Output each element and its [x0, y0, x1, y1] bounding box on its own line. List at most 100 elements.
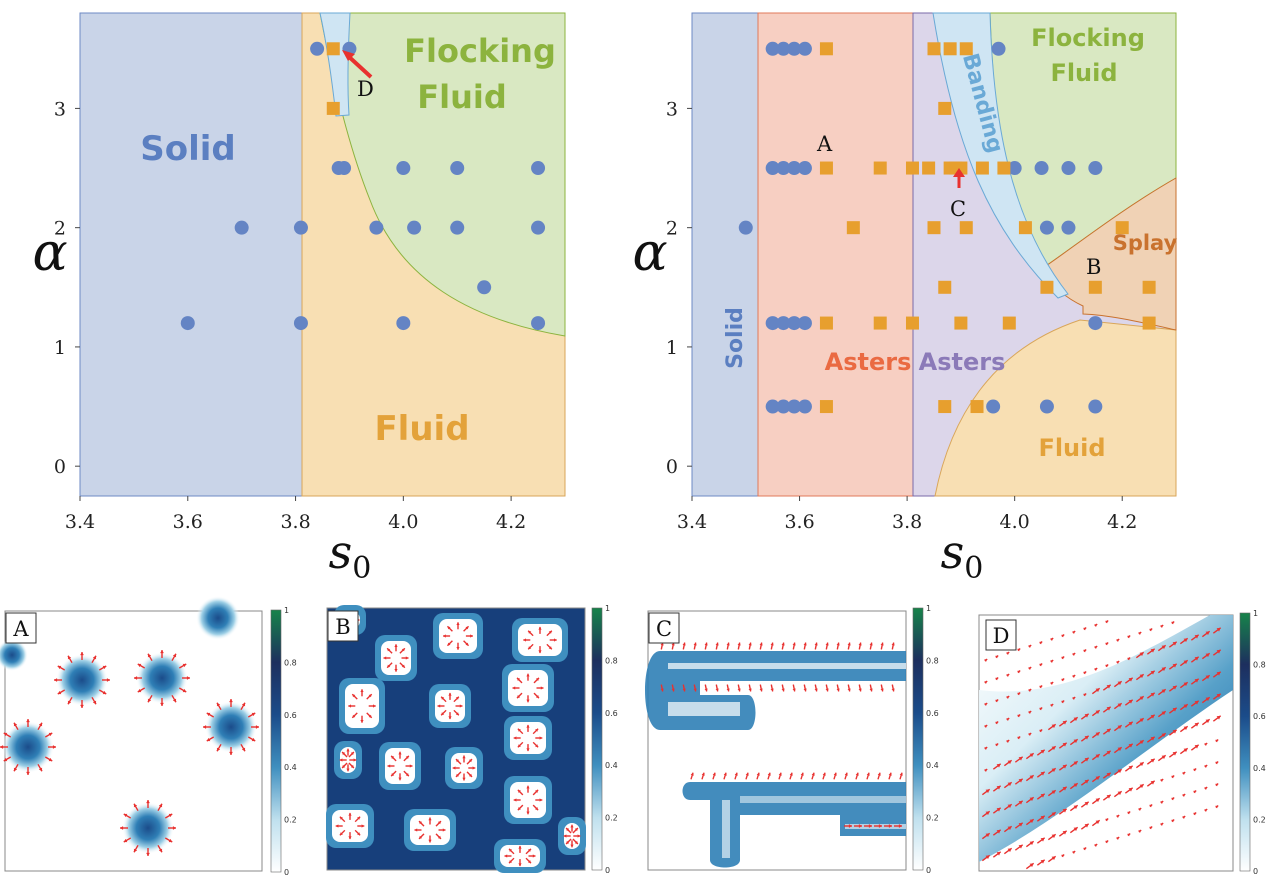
- band-arrow-c2-816: [814, 684, 818, 692]
- hole-arrow-b-11-5: [418, 820, 425, 827]
- flock-arrow-d-4-16: [1157, 688, 1167, 696]
- flock-arrow-d-2-9: [1083, 671, 1087, 675]
- hole-arrow-b-5-4: [437, 704, 445, 708]
- hole-arrow-b-7-1: [403, 770, 410, 777]
- hole-arrow-b-12-1: [532, 804, 539, 811]
- hole-arrow-b-11-2: [428, 835, 432, 843]
- flock-arrow-d-6-0: [981, 788, 991, 796]
- region-solid: [79, 12, 303, 497]
- aster-arrow-a-4-2: [157, 844, 163, 853]
- hole-arrow-b-13-1: [525, 857, 532, 864]
- flock-arrow-d-7-20: [1204, 742, 1208, 746]
- aster-arrow-a-0-10: [91, 655, 97, 664]
- flock-arrow-d-2-14: [1135, 651, 1145, 659]
- band-arrow-c3-890: [888, 772, 892, 780]
- aster-arrow-a-2-4: [13, 763, 19, 772]
- band-arrow-c2-695: [693, 684, 697, 692]
- circle-point-right-6: [776, 161, 791, 176]
- flock-arrow-d-8-0: [981, 832, 991, 840]
- arrow-to-d: [345, 53, 373, 79]
- label-asters-red: Asters: [825, 348, 912, 376]
- circle-point-left-11: [369, 220, 384, 235]
- hole-arrow-b-10-2: [348, 832, 352, 840]
- band-arrow-c3-692: [690, 772, 694, 780]
- hole-arrow-b-12-7: [532, 789, 539, 796]
- band-arrow-c3-725: [723, 772, 727, 780]
- hole-arrow-b-6-2: [526, 695, 530, 703]
- band-arrow-c2-882: [880, 684, 884, 692]
- aster-arrow-a-0-8: [67, 655, 73, 664]
- hole-arrow-b-5-0: [455, 704, 463, 708]
- aster-arrow-a-1-7: [137, 663, 146, 669]
- flock-arrow-d-6-16: [1157, 732, 1167, 740]
- flock-arrow-d-8-7: [1058, 808, 1068, 815]
- flock-arrow-d-9-20: [1204, 786, 1208, 790]
- band-arrow-c2-761: [759, 684, 763, 692]
- flock-arrow-d-8-9: [1080, 801, 1090, 808]
- circle-point-right-1: [765, 41, 780, 56]
- flock-arrow-d-4-2: [1006, 739, 1010, 743]
- flock-arrow-d-4-0: [984, 746, 988, 750]
- aster-arrow-a-2-8: [13, 722, 19, 731]
- flock-arrow-d-7-10: [1091, 775, 1101, 783]
- vector-field-a: [0, 650, 259, 856]
- flock-arrow-d-7-15: [1146, 758, 1156, 765]
- hole-arrow-b-0-2: [394, 664, 398, 672]
- label-solid: Solid: [140, 129, 236, 169]
- vector-field-c: [660, 642, 903, 828]
- colorbar-tick-cbB-2: 0.6: [605, 709, 618, 718]
- circle-point-left-16: [396, 316, 411, 331]
- band-arrow-c4-878: [874, 824, 882, 828]
- aster-arrow-a-2-9: [26, 719, 30, 727]
- flock-arrow-d-7-3: [1014, 800, 1024, 807]
- flock-arrow-d-3-8: [1072, 696, 1076, 700]
- aster-arrow-a-0-2: [91, 696, 97, 705]
- circle-point-right-24: [986, 399, 1001, 414]
- flock-arrow-d-4-8: [1069, 716, 1079, 724]
- circle-point-right-15: [787, 399, 802, 414]
- flock-arrow-d-3-21: [1212, 649, 1222, 656]
- hole-arrow-b-13-5: [508, 848, 515, 855]
- flock-arrow-d-10-9: [1083, 847, 1087, 851]
- square-point-right-24: [873, 316, 887, 330]
- flock-arrow-d-6-20: [1201, 718, 1211, 726]
- axes-right: 3.4 3.6 3.8 4.0 4.2 0 1 2 3: [666, 98, 1137, 533]
- aster-arrow-a-2-1: [44, 756, 53, 762]
- square-point-right-5: [819, 161, 833, 175]
- hole-arrow-b-6-1: [533, 692, 540, 699]
- circle-point-right-9: [765, 316, 780, 331]
- flock-arrow-d-6-14: [1135, 739, 1145, 747]
- aster-arrow-a-2-5: [3, 756, 12, 762]
- band-arrow-c3-703: [701, 772, 705, 780]
- flock-arrow-d-0-9: [1083, 627, 1087, 631]
- colorbar-tick-cbA-2: 0.6: [284, 711, 297, 720]
- hole-arrow-b-2-3: [527, 643, 534, 650]
- flock-arrow-d-7-21: [1215, 739, 1219, 743]
- hole-arrow-b-10-7: [354, 816, 361, 823]
- aster-arrow-a-1-1: [178, 687, 187, 693]
- flock-arrow-d-5-1: [992, 763, 1002, 770]
- band-arrow-c3-791: [789, 772, 793, 780]
- flock-arrow-d-4-13: [1124, 699, 1134, 706]
- flock-arrow-d-8-5: [1036, 815, 1046, 822]
- x-tick-label-left-2: 3.8: [280, 511, 310, 533]
- square-point-right-7: [905, 161, 919, 175]
- hole-arrow-b-12-6: [526, 785, 530, 793]
- flock-arrow-d-4-18: [1179, 681, 1189, 689]
- band-arrow-c2-706: [704, 684, 708, 692]
- band-arrow-c3-780: [778, 772, 782, 780]
- hole-arrow-b-5-5: [440, 696, 447, 703]
- hole-arrow-b-14-4: [339, 758, 347, 762]
- square-point-right-27: [1002, 316, 1016, 330]
- band-arrow-c2-783: [781, 684, 785, 692]
- flock-arrow-d-8-16: [1160, 778, 1164, 782]
- hole-arrow-b-9-1: [532, 741, 539, 748]
- flock-arrow-d-7-5: [1036, 793, 1046, 800]
- band-arrow-c1-827: [825, 642, 829, 650]
- flock-arrow-d-2-4: [1028, 688, 1032, 692]
- hole-arrow-b-6-0: [536, 686, 544, 690]
- colorbar-b: [591, 607, 603, 871]
- flock-arrow-d-0-3: [1017, 648, 1021, 652]
- flock-arrow-d-10-6: [1047, 855, 1057, 863]
- aster-arrow-a-0-11: [98, 665, 107, 671]
